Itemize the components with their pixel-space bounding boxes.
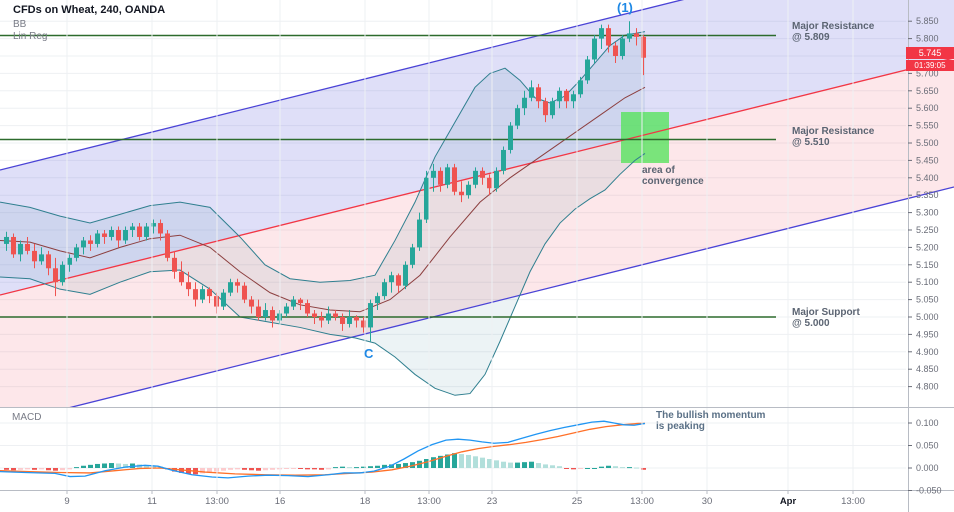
svg-text:5.250: 5.250 [916, 225, 939, 235]
svg-text:0.000: 0.000 [916, 463, 939, 473]
svg-text:5.500: 5.500 [916, 138, 939, 148]
last-price-badge: 5.745 [906, 47, 954, 59]
svg-text:0.100: 0.100 [916, 418, 939, 428]
svg-text:5.400: 5.400 [916, 173, 939, 183]
svg-text:5.450: 5.450 [916, 155, 939, 165]
svg-text:5.700: 5.700 [916, 68, 939, 78]
svg-text:Apr: Apr [780, 496, 797, 507]
wave-label-c: C [364, 346, 374, 361]
svg-text:4.800: 4.800 [916, 382, 939, 392]
svg-text:13:00: 13:00 [417, 496, 441, 507]
svg-text:-0.050: -0.050 [916, 486, 942, 496]
svg-text:23: 23 [487, 496, 498, 507]
svg-text:5.200: 5.200 [916, 242, 939, 252]
indicator-label-bb[interactable]: BB [13, 19, 27, 30]
svg-text:0.050: 0.050 [916, 441, 939, 451]
svg-text:9: 9 [64, 496, 69, 507]
svg-text:13:00: 13:00 [841, 496, 865, 507]
svg-text:5.600: 5.600 [916, 103, 939, 113]
svg-text:5.100: 5.100 [916, 277, 939, 287]
symbol-title[interactable]: CFDs on Wheat, 240, OANDA [13, 4, 166, 16]
resistance-mid-label: Major Resistance @ 5.510 [792, 126, 875, 148]
resistance-high-label: Major Resistance @ 5.809 [792, 21, 875, 43]
wave-label-1: (1) [617, 0, 633, 15]
svg-text:13:00: 13:00 [630, 496, 654, 507]
svg-text:5.650: 5.650 [916, 86, 939, 96]
svg-text:11: 11 [147, 496, 157, 507]
svg-text:5.800: 5.800 [916, 34, 939, 44]
momentum-label: The bullish momentum is peaking [656, 410, 766, 432]
bar-countdown-badge: 01:39:05 [906, 60, 954, 71]
svg-text:5.050: 5.050 [916, 295, 939, 305]
svg-text:30: 30 [702, 496, 713, 507]
indicator-label-macd[interactable]: MACD [12, 412, 42, 423]
svg-text:5.000: 5.000 [916, 312, 939, 322]
svg-text:5.300: 5.300 [916, 208, 939, 218]
svg-text:4.950: 4.950 [916, 329, 939, 339]
convergence-label: area of convergence [642, 165, 704, 187]
indicator-label-linreg[interactable]: Lin Reg [13, 31, 48, 42]
svg-text:5.550: 5.550 [916, 121, 939, 131]
svg-text:16: 16 [275, 496, 286, 507]
svg-text:4.900: 4.900 [916, 347, 939, 357]
svg-text:5.150: 5.150 [916, 260, 939, 270]
svg-text:18: 18 [360, 496, 371, 507]
svg-text:4.850: 4.850 [916, 364, 939, 374]
svg-text:5.350: 5.350 [916, 190, 939, 200]
support-label: Major Support @ 5.000 [792, 307, 860, 329]
svg-text:25: 25 [572, 496, 583, 507]
svg-text:13:00: 13:00 [205, 496, 229, 507]
svg-text:5.850: 5.850 [916, 16, 939, 26]
